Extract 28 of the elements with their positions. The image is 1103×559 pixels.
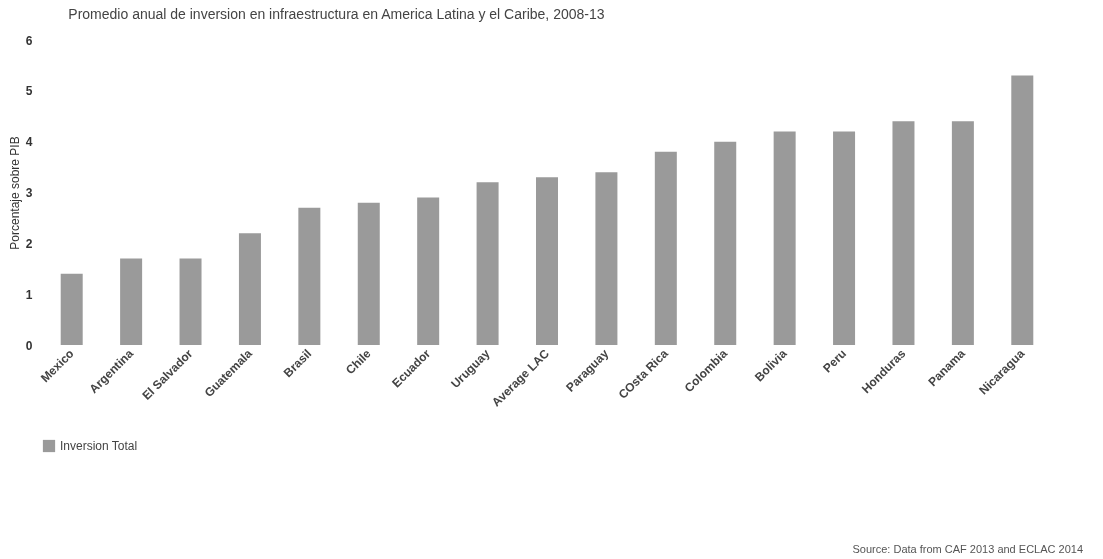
bar [892, 121, 915, 345]
bar [357, 202, 380, 345]
y-tick-label: 0 [25, 338, 33, 353]
bar [833, 131, 856, 345]
y-tick-label: 6 [25, 33, 33, 48]
bar [773, 131, 796, 345]
y-tick-label: 5 [25, 84, 33, 99]
bar [951, 121, 974, 345]
bar [1011, 75, 1034, 345]
bar [654, 151, 677, 345]
bar [238, 233, 261, 345]
bar [536, 177, 558, 345]
bar [60, 273, 83, 345]
bar [476, 182, 499, 345]
y-axis-title: Porcentaje sobre PIB [7, 136, 22, 250]
y-tick-label: 1 [25, 287, 33, 302]
bar [417, 197, 440, 345]
y-tick-label: 4 [25, 135, 33, 150]
y-tick-label: 2 [25, 236, 33, 251]
legend-label: Inversion Total [60, 439, 138, 453]
bar [714, 141, 737, 345]
y-tick-label: 3 [25, 186, 33, 200]
bar [298, 207, 321, 345]
bar [595, 172, 618, 345]
source-note: Source: Data from CAF 2013 and ECLAC 2014 [852, 543, 1083, 555]
chart-title: Promedio anual de inversion en infraestructura en America Latina y el Caribe, 2008-13 [68, 6, 605, 22]
bar [120, 258, 143, 345]
bar [179, 258, 202, 345]
